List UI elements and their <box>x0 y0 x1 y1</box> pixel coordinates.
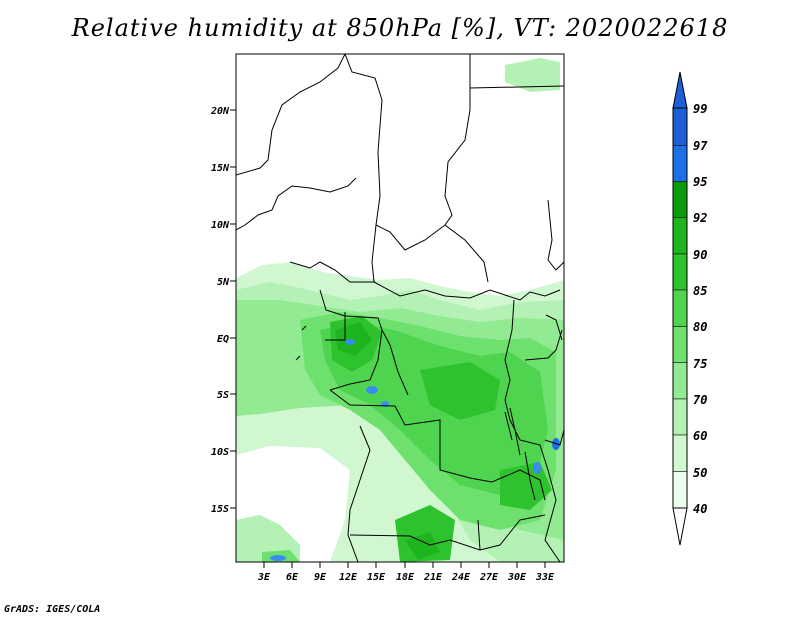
colorbar-top-arrow <box>672 71 688 109</box>
colorbar-segment <box>672 181 688 218</box>
colorbar-segment <box>672 253 688 291</box>
map-frame <box>235 53 565 563</box>
map-title: Relative humidity at 850hPa [%], VT: 202… <box>71 14 729 42</box>
colorbar-label: 75 <box>693 357 707 371</box>
colorbar-label: 92 <box>693 211 707 225</box>
colorbar-label: 80 <box>693 320 707 334</box>
lon-label: 21E <box>423 572 443 583</box>
colorbar-label: 99 <box>693 102 707 116</box>
lon-label: 24E <box>451 572 471 583</box>
lon-label: 33E <box>535 572 555 583</box>
colorbar-segment <box>672 326 688 363</box>
lon-labels: 3E 6E 9E 12E 15E 18E 21E 24E 27E 30E 33E <box>257 572 555 583</box>
lat-label: 20N <box>210 106 230 117</box>
colorbar-label: 70 <box>693 393 707 407</box>
lat-label: 15N <box>211 163 230 174</box>
lon-label: 3E <box>257 572 271 583</box>
colorbar-label: 40 <box>693 502 707 516</box>
colorbar-segment <box>672 471 688 509</box>
lon-label: 9E <box>314 572 327 583</box>
colorbar-label: 85 <box>693 284 707 298</box>
lat-label: EQ <box>217 334 229 345</box>
lon-ticks <box>263 562 546 568</box>
colorbar-segment <box>672 434 688 472</box>
country-borders <box>236 54 564 562</box>
colorbar-segment <box>672 362 688 400</box>
lon-label: 6E <box>286 572 299 583</box>
colorbar <box>672 71 688 546</box>
colorbar-segment <box>672 145 688 182</box>
colorbar-label: 97 <box>693 139 708 153</box>
lon-label: 12E <box>339 572 358 583</box>
lon-label: 30E <box>507 572 527 583</box>
colorbar-label: 50 <box>693 466 707 480</box>
lat-label: 10N <box>211 220 230 231</box>
lat-labels: 20N 15N 10N 5N EQ 5S 10S 15S <box>210 106 230 515</box>
colorbar-labels: 99 97 95 92 90 85 80 75 70 60 50 40 <box>693 102 708 516</box>
lon-label: 18E <box>396 572 415 583</box>
lat-label: 5N <box>217 277 230 288</box>
lon-label: 27E <box>479 572 499 583</box>
grads-credit: GrADS: IGES/COLA <box>4 604 101 615</box>
colorbar-label: 95 <box>693 175 707 189</box>
colorbar-label: 90 <box>693 248 707 262</box>
lat-label: 10S <box>211 447 229 458</box>
colorbar-bottom-arrow <box>672 507 688 546</box>
lon-label: 15E <box>367 572 386 583</box>
humidity-field <box>236 58 564 562</box>
colorbar-label: 60 <box>693 429 707 443</box>
colorbar-segment <box>672 107 688 146</box>
colorbar-segment <box>672 289 688 327</box>
colorbar-segment <box>672 217 688 255</box>
lat-ticks <box>230 109 236 509</box>
lat-label: 15S <box>211 504 229 515</box>
lat-label: 5S <box>217 390 229 401</box>
colorbar-segment <box>672 398 688 436</box>
